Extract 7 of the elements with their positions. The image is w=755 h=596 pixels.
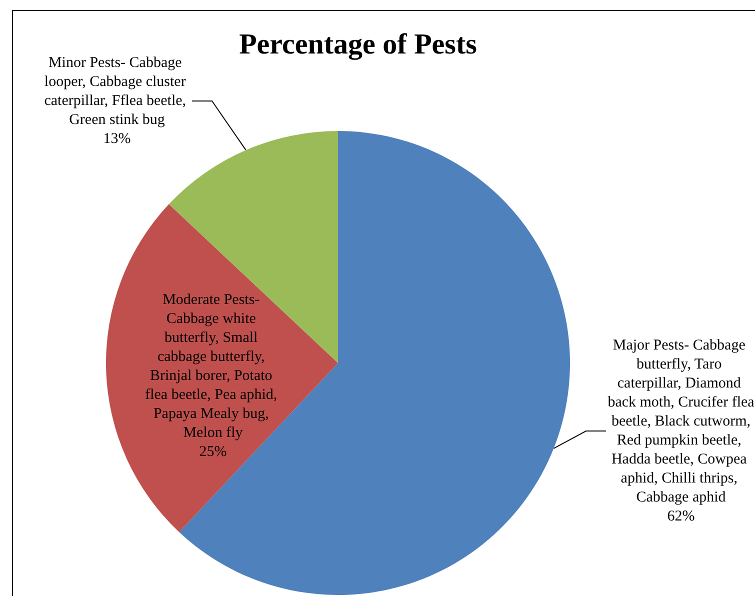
chart-title: Percentage of Pests — [239, 28, 477, 60]
data-label: 25% — [199, 444, 227, 460]
slice-label: Moderate Pests- Cabbage white butterfly, Small cabbage butterfly, Brinjal borer, Potato flea beetle, Pea aphid, Papaya Mealy bug, Melon fly — [145, 292, 281, 441]
data-label: 13% — [103, 131, 131, 147]
slice-label: Minor Pests- Cabbage looper, Cabbage cluster caterpillar, Fflea beetle, Green stink bug — [44, 55, 190, 128]
data-label: 62% — [667, 508, 695, 524]
category-label: Major Pests- Cabbage butterfly, Taro caterpillar, Diamond back moth, Crucifer flea beetle, Black cutworm, Red pumpkin beetle, Hadda beetle, Cowpea aphid, Chilli thrips, Cabbage aphid — [608, 338, 754, 506]
